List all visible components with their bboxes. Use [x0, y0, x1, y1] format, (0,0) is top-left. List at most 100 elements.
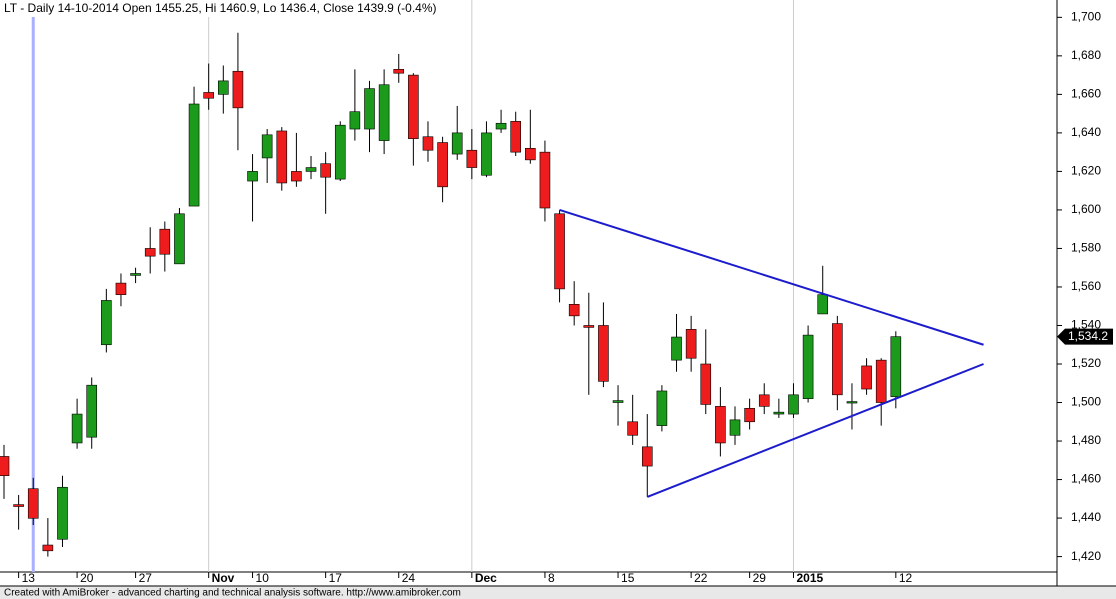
footer: Created with AmiBroker - advanced charti… — [4, 588, 461, 599]
candle-body — [700, 363, 712, 405]
candle-body — [203, 92, 214, 99]
candle-body — [57, 486, 68, 540]
candle-body — [305, 167, 317, 172]
y-tick-label: 1,680 — [1071, 48, 1101, 62]
x-tick-label: Nov — [212, 571, 235, 585]
candle-body — [86, 384, 98, 438]
candle-body — [685, 329, 697, 359]
trendline — [559, 208, 984, 346]
candle-body — [656, 390, 668, 426]
y-tick-label: 1,440 — [1071, 510, 1101, 524]
candle-body — [71, 413, 83, 444]
last-price-box — [1057, 328, 1113, 345]
candle-body — [451, 132, 463, 155]
candle-body — [159, 228, 171, 255]
y-tick-label: 1,420 — [1071, 549, 1101, 563]
candle-body — [861, 365, 872, 390]
candle-body — [788, 394, 799, 415]
y-tick-label: 1,460 — [1071, 472, 1101, 486]
candle-body — [641, 446, 653, 467]
y-tick-label: 1,580 — [1071, 241, 1101, 255]
candle-body — [568, 303, 580, 317]
candle-body — [598, 325, 609, 382]
candle-body — [802, 334, 814, 399]
footer-bar — [0, 586, 1116, 599]
x-tick-label: 13 — [22, 571, 36, 585]
candle-body — [144, 248, 156, 257]
candle-body — [101, 300, 112, 346]
candle-body — [729, 419, 741, 436]
candle-body — [291, 171, 302, 182]
x-tick-label: 12 — [899, 571, 913, 585]
candle-body — [758, 394, 770, 407]
candle-body — [115, 282, 127, 295]
candle-body — [364, 88, 375, 130]
candle-body — [612, 400, 624, 403]
candle-body — [393, 69, 405, 74]
candle-body — [408, 74, 419, 139]
candle-body — [261, 134, 273, 159]
candle-body — [554, 213, 565, 290]
candle-body — [744, 407, 755, 423]
candle-body — [466, 149, 478, 168]
candle-body — [510, 121, 522, 153]
candle-body — [773, 411, 785, 415]
y-tick-label: 1,500 — [1071, 395, 1101, 409]
plot — [0, 0, 984, 572]
x-tick-label: 24 — [402, 571, 416, 585]
x-tick-label: 27 — [139, 571, 153, 585]
candle-body — [130, 273, 141, 276]
x-tick-label: 15 — [621, 571, 635, 585]
x-tick-label: 10 — [256, 571, 270, 585]
x-tick-label: 8 — [548, 571, 555, 585]
x-tick-label: 20 — [80, 571, 94, 585]
y-tick-label: 1,540 — [1071, 318, 1101, 332]
candle-body — [422, 136, 434, 151]
candle-body — [583, 325, 595, 328]
chart-title: LT - Daily 14-10-2014 Open 1455.25, Hi 1… — [4, 1, 437, 15]
candle-body — [890, 336, 902, 398]
x-tick-label: 22 — [694, 571, 708, 585]
y-tick-label: 1,480 — [1071, 433, 1101, 447]
x-tick-label: 2015 — [796, 571, 823, 585]
y-tick-label: 1,520 — [1071, 356, 1101, 370]
x-tick-label: 17 — [329, 571, 343, 585]
title-bg — [0, 0, 450, 17]
candle-body — [378, 84, 390, 141]
candle-body — [27, 488, 39, 519]
y-tick-label: 1,560 — [1071, 279, 1101, 293]
candle-body — [715, 406, 726, 444]
candle-body — [320, 163, 331, 178]
candle-body — [481, 132, 492, 176]
candle-body — [218, 80, 229, 95]
y-tick-label: 1,700 — [1071, 10, 1101, 24]
y-tick-label: 1,640 — [1071, 125, 1101, 139]
candle-body — [188, 103, 200, 207]
candle-body — [437, 142, 448, 188]
y-tick-label: 1,600 — [1071, 202, 1101, 216]
y-tick-label: 1,660 — [1071, 87, 1101, 101]
candle-body — [349, 111, 361, 130]
y-tick-label: 1,620 — [1071, 164, 1101, 178]
candle-body — [525, 147, 536, 161]
candle-body — [875, 359, 887, 403]
candle-body — [174, 213, 185, 265]
candle-body — [247, 171, 258, 182]
candle-body — [42, 544, 54, 552]
candle-body — [671, 336, 682, 361]
candle-body — [334, 124, 346, 180]
x-tick-label: Dec — [475, 571, 497, 585]
candle-body — [495, 122, 507, 130]
candle-body — [13, 504, 24, 507]
candle-body — [627, 421, 638, 436]
candle-body — [539, 151, 551, 209]
candle-body — [276, 130, 288, 184]
trendline — [646, 363, 984, 498]
candle-body — [0, 456, 10, 477]
last-price-label: 1,534.2 — [1068, 329, 1108, 343]
candle-body — [232, 70, 244, 109]
candle-body — [817, 294, 829, 315]
candle-body — [832, 323, 843, 396]
x-tick-label: 29 — [753, 571, 767, 585]
